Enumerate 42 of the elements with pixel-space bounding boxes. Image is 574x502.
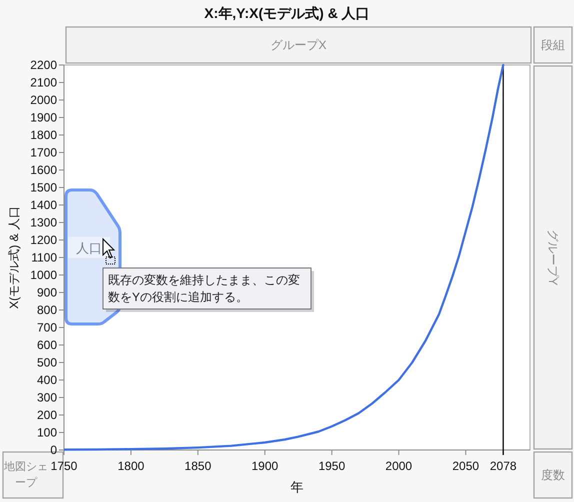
y-tick-label: 2200	[30, 58, 58, 72]
y-tick-label: 400	[36, 373, 58, 387]
x-tick-label: 1850	[184, 459, 212, 473]
x-tick-label: 1900	[252, 459, 279, 473]
annotation: 人口	[76, 240, 102, 256]
x-tick-label: 1800	[118, 459, 145, 473]
y-tick-label: 900	[36, 286, 58, 300]
annotation: 既存の変数を維持したまま、この変数をYの役割に追加する。	[108, 273, 300, 304]
y-tick-label: 0	[50, 443, 58, 457]
y-tick-label: 1100	[31, 250, 58, 264]
y-tick-label: 1200	[30, 233, 58, 247]
text: 度数	[541, 468, 565, 482]
y-tick-label: 500	[36, 356, 58, 370]
y-tick-label: 200	[36, 408, 58, 422]
y-tick-label: 1000	[30, 268, 58, 282]
y-tick-label: 800	[36, 303, 58, 317]
line-series	[64, 64, 504, 451]
y-tick-label: 1800	[30, 128, 58, 142]
y-tick-label: 1900	[30, 110, 58, 124]
text: 地図シェープ	[3, 460, 48, 489]
y-tick-label: 1500	[30, 180, 58, 194]
y-tick-label: 100	[36, 426, 58, 440]
y-tick-label: 2000	[30, 93, 58, 107]
x-tick-label: 1950	[318, 459, 346, 473]
x-tick-label: 2000	[385, 459, 412, 473]
y-tick-label: 1400	[30, 198, 58, 212]
y-tick-label: 1700	[30, 146, 58, 160]
y-tick-label: 2100	[30, 76, 58, 90]
x-tick-label: 1750	[50, 459, 78, 473]
x-tick-label: 2050	[452, 459, 480, 473]
y-tick-label: 600	[36, 338, 58, 352]
y-tick-label: 300	[36, 390, 58, 404]
y-axis-title: X(モデル式) & 人口	[7, 206, 21, 309]
y-tick-label: 1600	[30, 163, 58, 177]
chart-title: X:年,Y:X(モデル式) & 人口	[204, 5, 370, 21]
y-tick-label: 700	[36, 320, 58, 334]
x-tick-label: 2078	[490, 459, 517, 473]
text: 段組	[541, 38, 565, 52]
text: グループY	[546, 229, 560, 286]
x-axis-title: 年	[290, 480, 304, 494]
text: グループX	[270, 38, 327, 52]
y-tick-label: 1300	[30, 216, 58, 230]
